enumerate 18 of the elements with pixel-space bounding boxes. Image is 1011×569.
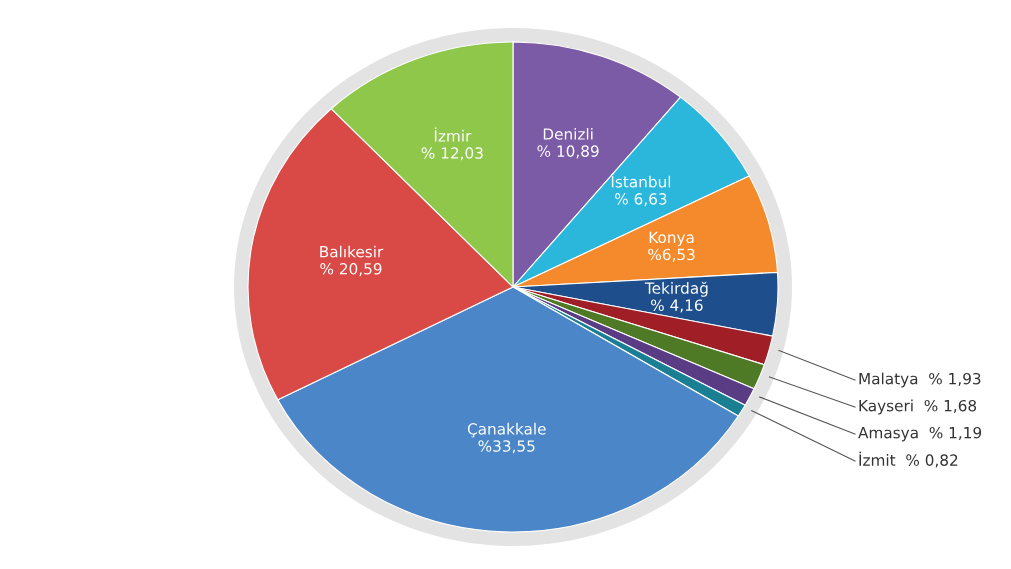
data-label: % 6,63 — [615, 193, 667, 207]
slice-label: İzmit % 0,82 — [859, 451, 958, 468]
slice-label: Denizli — [543, 127, 593, 140]
slice-label: Konya — [649, 231, 694, 247]
slice-label: Çanakkale — [467, 422, 546, 438]
slice-label: Tekirdağ — [644, 281, 708, 297]
slice-label: Malatya % 1,93 — [859, 372, 981, 388]
slice-label: İstanbul — [611, 173, 671, 188]
data-label: % 4,16 — [651, 299, 703, 313]
data-label: % 10,89 — [537, 145, 599, 159]
slice-label: Amasya % 1,19 — [858, 426, 982, 442]
slice-label: İzmir — [434, 127, 472, 142]
slice-label: Kayseri % 1,68 — [859, 399, 977, 415]
data-label: %33,55 — [478, 440, 535, 454]
data-label: % 12,03 — [421, 147, 483, 161]
data-label: % 20,59 — [320, 263, 382, 277]
data-label: %6,53 — [648, 248, 695, 262]
slice-label: Balıkesir — [320, 245, 384, 258]
